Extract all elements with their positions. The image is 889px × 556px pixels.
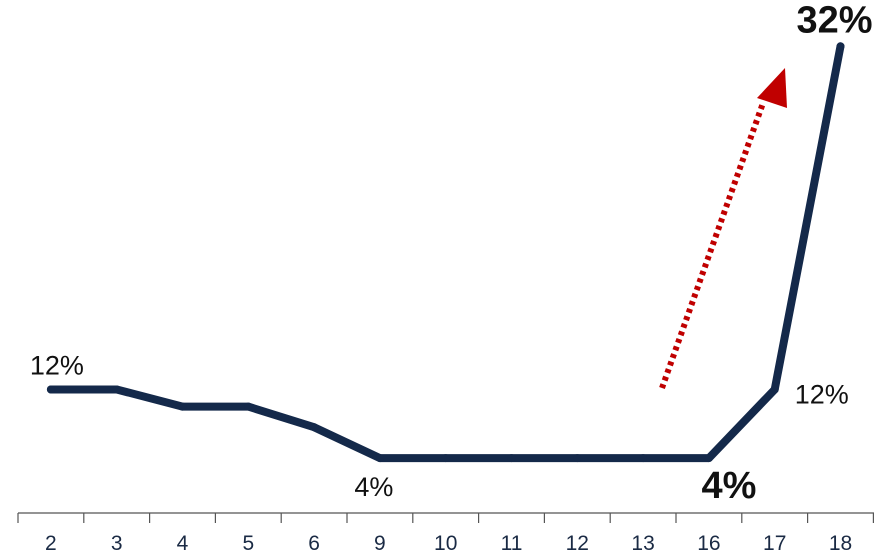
data-point: [770, 385, 779, 394]
data-label: 12%: [795, 379, 849, 409]
data-point: [375, 454, 384, 463]
data-point: [441, 454, 450, 463]
data-label: 4%: [354, 472, 393, 502]
trend-arrow-head: [757, 68, 787, 108]
x-tick-label: 4: [177, 532, 189, 555]
x-axis-ticks: [17, 513, 875, 523]
x-tick-label: 9: [374, 532, 386, 555]
data-label: 12%: [30, 350, 84, 380]
x-tick-label: 6: [308, 532, 320, 555]
x-tick-label: 10: [434, 532, 457, 555]
x-tick-label: 17: [763, 532, 786, 555]
data-point: [639, 454, 648, 463]
x-tick-label: 2: [45, 532, 57, 555]
x-tick-label: 16: [697, 532, 720, 555]
data-point: [112, 385, 121, 394]
data-point: [310, 423, 319, 432]
x-tick-label: 13: [631, 532, 654, 555]
data-point: [507, 454, 516, 463]
series-points: [46, 42, 845, 463]
data-point: [244, 402, 253, 411]
x-tick-label: 12: [566, 532, 589, 555]
data-point: [573, 454, 582, 463]
x-tick-label: 11: [501, 532, 523, 555]
data-label: 32%: [796, 0, 872, 41]
data-labels: 12% 4% 4% 12% 32%: [30, 0, 873, 507]
x-axis-tick-labels: 2 3 4 5 6 9 10 11 12 13 16 17 18: [45, 532, 852, 555]
data-point: [704, 454, 713, 463]
x-tick-label: 18: [829, 532, 852, 555]
trend-arrow-shaft: [659, 101, 766, 390]
data-point: [836, 42, 845, 51]
series-line: [46, 42, 845, 463]
trend-arrow-annotation: [659, 68, 787, 390]
data-label: 4%: [701, 465, 756, 507]
data-point: [46, 385, 55, 394]
data-point: [178, 402, 187, 411]
x-tick-label: 5: [242, 532, 254, 555]
x-tick-label: 3: [111, 532, 123, 555]
